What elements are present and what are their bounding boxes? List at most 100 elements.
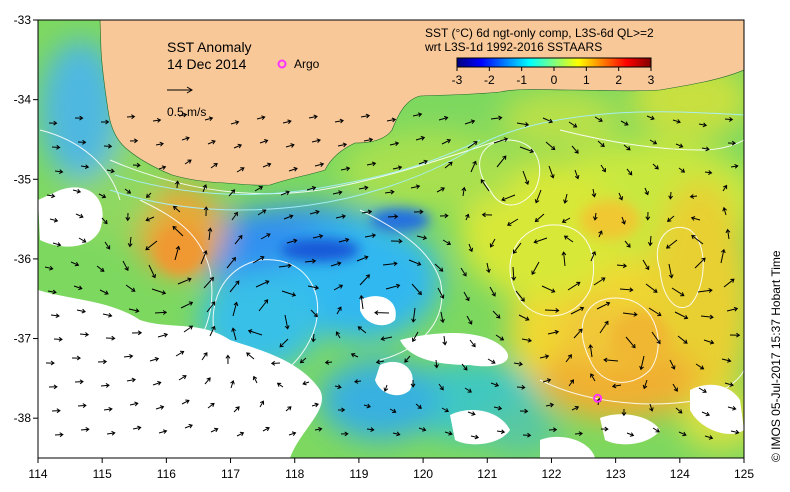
velocity-arrow: [592, 212, 598, 221]
velocity-arrow: [257, 209, 267, 216]
velocity-arrow: [201, 352, 208, 361]
velocity-arrow: [648, 307, 662, 317]
velocity-arrow: [596, 301, 611, 310]
velocity-arrow: [678, 167, 686, 173]
velocity-arrow: [309, 209, 320, 215]
velocity-arrow: [48, 384, 58, 390]
velocity-arrow: [282, 119, 292, 125]
velocity-arrow: [599, 320, 609, 334]
velocity-arrow: [392, 431, 401, 437]
velocity-arrow: [311, 138, 321, 144]
velocity-arrow: [722, 184, 728, 192]
longitude-axis: 114 115 116 117 118 119 120 121 122 123 124 125: [28, 458, 754, 481]
velocity-arrow: [619, 287, 634, 293]
velocity-arrow: [103, 143, 113, 149]
velocity-arrow: [314, 162, 325, 167]
velocity-arrow: [470, 434, 480, 440]
velocity-arrow: [721, 358, 732, 363]
velocity-arrow: [668, 191, 673, 200]
velocity-arrow: [694, 257, 706, 269]
colorbar-tick-label: -3: [452, 73, 463, 87]
velocity-arrow: [178, 112, 188, 118]
velocity-arrow: [594, 116, 603, 122]
velocity-arrow: [467, 141, 478, 149]
velocity-arrow: [645, 211, 651, 221]
velocity-arrow: [415, 135, 426, 141]
velocity-arrow: [416, 235, 428, 240]
velocity-arrow: [492, 310, 501, 319]
velocity-arrow: [486, 262, 491, 274]
latitude-axis: -33 -34 -35 -36 -37 -38: [14, 13, 38, 425]
velocity-arrow: [285, 406, 292, 412]
velocity-arrow: [570, 306, 585, 315]
velocity-arrow: [544, 308, 560, 313]
velocity-arrow: [534, 213, 545, 223]
velocity-arrow: [354, 379, 362, 384]
velocity-arrow: [389, 408, 397, 413]
velocity-arrow: [668, 263, 674, 279]
velocity-arrow: [338, 237, 350, 243]
velocity-arrow: [229, 280, 240, 293]
velocity-arrow: [597, 140, 605, 148]
velocity-arrow: [283, 214, 294, 220]
velocity-arrow: [231, 327, 237, 341]
velocity-arrow: [442, 335, 448, 346]
velocity-arrow: [336, 306, 342, 315]
velocity-arrow: [72, 188, 82, 194]
velocity-arrow: [52, 242, 62, 247]
velocity-arrow: [100, 119, 110, 125]
velocity-arrow: [181, 136, 190, 141]
velocity-arrow: [276, 382, 284, 388]
lon-tick-label: 115: [93, 467, 112, 481]
velocity-arrow: [511, 266, 517, 282]
velocity-arrow: [624, 240, 631, 248]
colorbar-tick-label: -1: [516, 73, 527, 87]
velocity-arrow: [512, 242, 522, 254]
velocity-arrow: [145, 192, 152, 198]
velocity-arrow: [644, 187, 649, 196]
velocity-arrow: [51, 144, 61, 150]
velocity-arrow: [647, 235, 653, 247]
argo-legend: Argo: [277, 57, 320, 71]
velocity-arrow: [233, 406, 240, 413]
velocity-arrow: [314, 426, 323, 432]
velocity-arrow: [567, 281, 581, 291]
velocity-arrow: [700, 314, 714, 320]
map-title: SST Anomaly: [167, 39, 252, 55]
velocity-arrow: [231, 211, 238, 221]
lat-tick-label: -38: [14, 411, 32, 425]
velocity-arrow: [154, 310, 168, 315]
velocity-arrow: [383, 384, 389, 392]
velocity-arrow: [667, 215, 675, 223]
velocity-arrow: [481, 212, 493, 218]
velocity-arrow: [101, 217, 108, 225]
velocity-arrow: [413, 209, 424, 215]
velocity-arrow: [689, 194, 698, 199]
velocity-arrow: [259, 139, 269, 144]
velocity-arrow: [288, 166, 298, 172]
velocity-arrow: [385, 283, 401, 290]
velocity-arrow: [203, 206, 209, 217]
velocity-arrow: [531, 261, 540, 275]
velocity-arrow: [410, 379, 416, 388]
velocity-arrow: [725, 228, 731, 240]
velocity-arrow: [437, 287, 445, 299]
velocity-arrow: [561, 217, 571, 223]
velocity-arrow: [467, 411, 476, 416]
velocity-arrow: [618, 192, 624, 201]
velocity-arrow: [46, 193, 56, 199]
lon-tick-label: 122: [541, 467, 561, 481]
velocity-arrow: [461, 186, 467, 197]
velocity-arrow: [78, 237, 87, 243]
colorbar-tick-label: 1: [583, 73, 590, 87]
velocity-arrow: [678, 431, 687, 437]
colorbar-tick-label: 2: [615, 73, 622, 87]
velocity-arrow: [333, 284, 344, 291]
velocity-arrow: [226, 257, 236, 269]
velocity-arrow: [337, 142, 348, 148]
velocity-arrow: [359, 294, 364, 310]
velocity-arrow: [102, 312, 113, 318]
lon-tick-label: 116: [157, 467, 176, 481]
velocity-arrow: [174, 180, 180, 189]
